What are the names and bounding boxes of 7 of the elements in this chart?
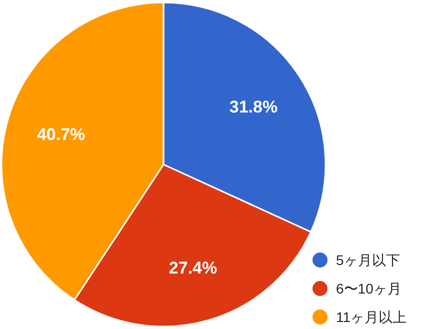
data-label: 31.8%	[229, 98, 278, 117]
data-label: 27.4%	[168, 258, 218, 278]
legend-label: 6〜10ヶ月	[336, 280, 402, 296]
pie: 31.8% 27.4% 40.7%	[0, 2, 326, 328]
legend-label: 5ヶ月以下	[336, 252, 400, 268]
data-label: 40.7%	[36, 124, 86, 144]
legend-label: 11ヶ月以上	[336, 309, 407, 325]
